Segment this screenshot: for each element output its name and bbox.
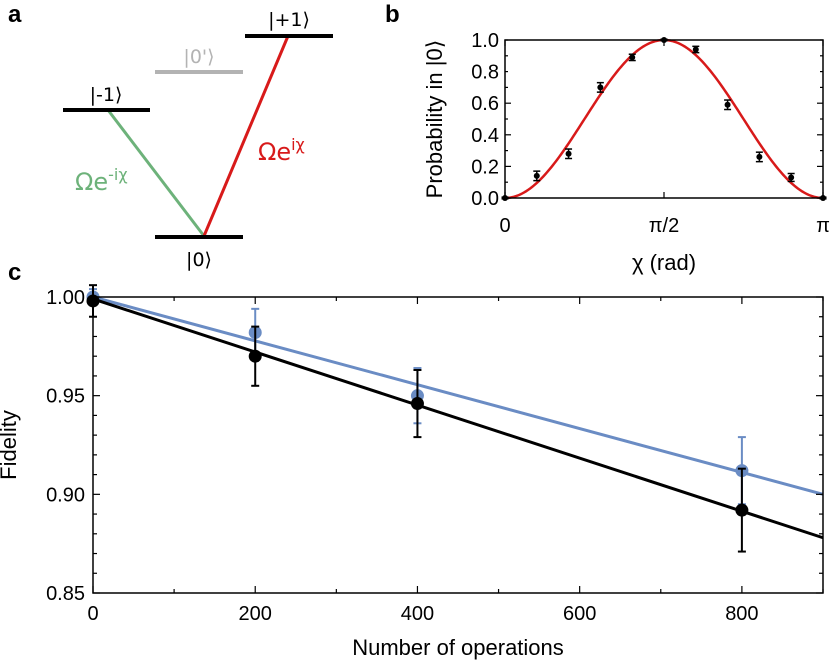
chart-b-marker [597,84,604,91]
chart-b-point [628,53,636,62]
chart-b-frame [504,39,824,199]
rabi-plus-label: Ωeiχ [258,135,305,166]
chart-c-ytick-label: 0.85 [46,583,85,605]
chart-c-marker [735,503,749,517]
chart-b-marker [692,46,699,53]
chart-c-xtick-label: 800 [725,603,758,625]
chart-b-point [565,148,573,160]
chart-c-xtick-label: 600 [563,603,596,625]
chart-b-marker [724,101,731,108]
chart-c: 0 200 400 600 800 0.85 0.90 0.95 1.00 Number of … [0,284,824,660]
chart-c-marker [248,349,262,363]
b-points-layer [501,37,827,201]
chart-b-ytick-label: 0.4 [471,125,499,147]
chart-b-point [692,45,700,54]
chart-b-point [787,172,795,183]
transition-minus-line [106,109,206,237]
chart-c-ytick-label: 0.95 [46,386,85,408]
c-fit-layer [92,295,824,540]
chart-c-xtick-label: 0 [87,603,98,625]
panel-label-b: b [385,1,400,28]
chart-c-ytick-label: 0.90 [46,484,85,506]
transition-plus-line [202,35,290,237]
rabi-plus-exponent: iχ [291,135,305,154]
chart-b-point [755,151,763,163]
chart-b-ytick-label: 0.8 [471,62,499,84]
chart-b-xtick-label: 0 [499,215,510,237]
c-ticks: 0 200 400 600 800 0.85 0.90 0.95 1.00 [46,287,824,625]
chart-b-ylabel: Probability in |0⟩ [422,40,447,199]
level-0-label: |0⟩ [186,249,212,271]
chart-b-marker [756,153,763,160]
chart-b: 0 π/2 π 0.0 0.2 0.4 0.6 0.8 1.0 χ (rad) Probabil… [422,30,830,275]
rabi-minus-base: Ωe [75,168,108,196]
chart-c-xtick-label: 200 [239,603,272,625]
chart-b-xtick-label: π [816,215,830,237]
level-diagram: |-1⟩ |0'⟩ |+1⟩ |0⟩ Ωe-iχ Ωeiχ [63,9,333,271]
chart-b-marker [629,54,636,61]
chart-b-point [724,99,732,111]
chart-c-point-series-2 [735,467,749,553]
chart-b-point [596,81,604,93]
chart-b-model-curve [504,38,824,200]
chart-c-fit-line-1 [92,295,824,496]
chart-c-marker [410,397,424,411]
chart-c-xtick-label: 400 [401,603,434,625]
chart-b-marker [533,172,540,179]
b-ticks: 0 π/2 π 0.0 0.2 0.4 0.6 0.8 1.0 [471,30,830,237]
chart-c-ylabel: Fidelity [0,410,21,480]
panel-label-c: c [8,259,21,286]
chart-b-xlabel: χ (rad) [632,250,696,275]
chart-b-ytick-label: 0.2 [471,156,499,178]
chart-c-frame [92,296,824,594]
chart-c-point-series-2 [248,325,262,387]
chart-b-ytick-label: 1.0 [471,30,499,52]
rabi-minus-exponent: -iχ [108,165,127,184]
chart-b-ytick-label: 0.0 [471,188,499,210]
chart-c-fit-line-2 [92,297,824,540]
chart-b-xtick-label: π/2 [649,215,679,237]
rabi-plus-base: Ωe [258,138,291,166]
chart-b-marker [565,150,572,157]
level-minus1-label: |-1⟩ [90,84,123,106]
chart-b-point [533,170,541,182]
chart-c-xlabel: Number of operations [352,635,564,660]
b-curve-layer [504,38,824,200]
panel-label-a: a [8,1,22,28]
level-0prime-label: |0'⟩ [183,46,214,68]
level-plus1-label: |+1⟩ [268,9,310,31]
chart-b-marker [788,174,795,181]
rabi-minus-label: Ωe-iχ [75,165,128,196]
chart-b-ytick-label: 0.6 [471,93,499,115]
chart-c-ytick-label: 1.00 [46,287,85,309]
c-points-layer [86,284,749,553]
chart-c-point-series-2 [410,369,424,439]
